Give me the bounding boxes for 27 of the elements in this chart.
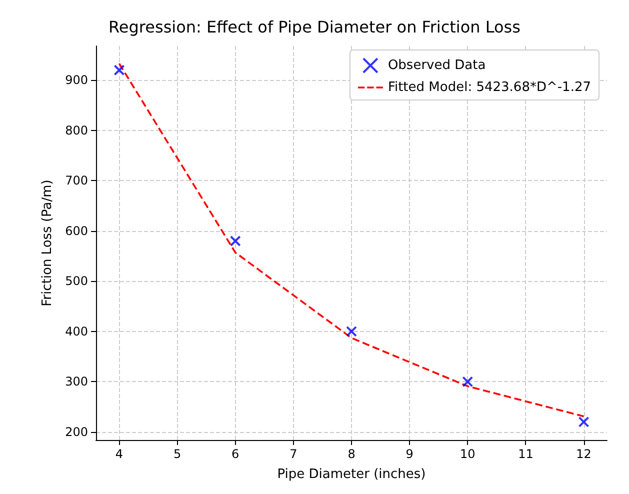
x-tick-label: 5 (173, 447, 182, 461)
x-tick-label: 8 (348, 447, 356, 461)
chart-title: Regression: Effect of Pipe Diameter on Friction Loss (108, 18, 520, 36)
y-tick-label: 700 (65, 174, 88, 188)
y-tick-label: 200 (65, 424, 88, 439)
y-tick-label: 800 (65, 123, 88, 138)
y-tick-label: 300 (65, 374, 88, 389)
legend-label: Observed Data (388, 58, 486, 73)
x-tick-label: 7 (290, 447, 298, 461)
x-axis-title: Pipe Diameter (inches) (277, 467, 426, 482)
x-tick-label: 12 (576, 447, 592, 461)
x-tick-label: 9 (406, 447, 414, 461)
legend-label: Fitted Model: 5423.68*D^-1.27 (388, 80, 591, 95)
y-axis-title: Friction Loss (Pa/m) (40, 180, 55, 306)
point (230, 235, 241, 246)
point (578, 416, 590, 428)
point (462, 376, 474, 388)
x-tick-label: 6 (232, 447, 240, 461)
y-tick-label: 600 (65, 224, 88, 238)
y-tick-label: 400 (65, 324, 88, 338)
y-tick-label: 500 (65, 274, 88, 288)
y-tick-label: 900 (65, 73, 88, 88)
x-tick-label: 4 (115, 447, 124, 461)
x-tick-label: 11 (518, 447, 534, 461)
point (346, 326, 357, 337)
x-tick-label: 10 (460, 447, 476, 461)
point (114, 64, 125, 76)
